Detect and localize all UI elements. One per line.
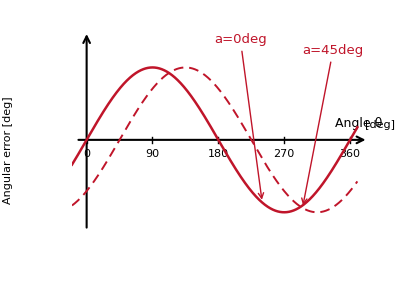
Text: 0: 0 bbox=[83, 148, 90, 159]
Text: Angular error [deg]: Angular error [deg] bbox=[3, 96, 13, 204]
Text: a=45deg: a=45deg bbox=[302, 44, 364, 204]
Text: a=0deg: a=0deg bbox=[214, 33, 267, 198]
Text: 180: 180 bbox=[208, 148, 229, 159]
Text: 360: 360 bbox=[340, 148, 360, 159]
Text: 270: 270 bbox=[274, 148, 295, 159]
Text: [deg]: [deg] bbox=[365, 120, 395, 130]
Text: 90: 90 bbox=[146, 148, 160, 159]
Text: Angle θ: Angle θ bbox=[336, 117, 383, 130]
